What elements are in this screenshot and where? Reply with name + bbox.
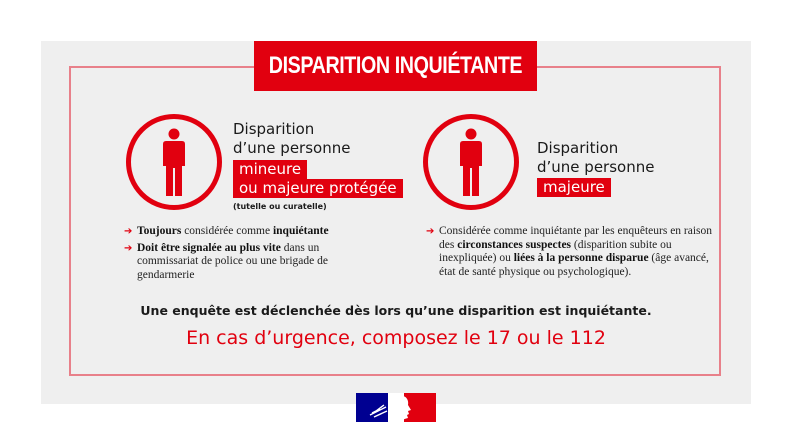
- person-icon: [163, 128, 185, 196]
- left-note: (tutelle ou curatelle): [233, 202, 327, 211]
- bullet-text: (âge avancé, état de santé physique ou p…: [439, 252, 709, 278]
- right-bullets: ➔ Considérée comme inquiétante par les e…: [426, 225, 726, 282]
- arrow-right-icon: ➔: [124, 242, 133, 254]
- bullet-bold: Doit être signalée au plus vite: [137, 241, 281, 254]
- left-heading-line2: d’une personne: [233, 139, 351, 157]
- bullet-text: considérée comme: [181, 225, 273, 237]
- right-heading-line1: Disparition: [537, 139, 619, 157]
- arrow-right-icon: ➔: [426, 226, 435, 237]
- right-circle: [423, 114, 519, 210]
- person-icon: [460, 128, 482, 196]
- bullet-bold: liées à la personne disparue: [513, 252, 649, 264]
- statement-text: Une enquête est déclenchée dès lors qu’u…: [140, 303, 652, 318]
- emergency-text: En cas d’urgence, composez le 17 ou le 1…: [186, 327, 606, 349]
- bullet-text: (disparition subite ou inexpliquée) ou: [439, 238, 672, 265]
- bullet-bold: circonstances suspectes: [457, 238, 572, 251]
- right-tag: majeure: [537, 178, 611, 197]
- marianne-flag-logo: [356, 393, 436, 422]
- left-tag: mineure ou majeure protégée: [233, 160, 403, 198]
- right-heading: Disparition d’une personne: [537, 139, 654, 177]
- bullet-text: Considérée comme inquiétante par les enq…: [439, 225, 713, 251]
- left-tag-line2: ou majeure protégée: [233, 179, 403, 198]
- page-title: DISPARITION INQUIÉTANTE: [268, 52, 523, 79]
- left-heading-line1: Disparition: [233, 120, 315, 138]
- right-bullet-1: ➔ Considérée comme inquiétante par les e…: [426, 225, 726, 279]
- left-tag-line1: mineure: [233, 160, 308, 179]
- bullet-bold: Toujours: [137, 225, 182, 237]
- bullet-text: dans un commissariat de police ou une br…: [137, 241, 328, 281]
- left-bullets: ➔ Toujours considérée comme inquiétante …: [124, 225, 354, 285]
- info-panel: [41, 41, 751, 404]
- left-bullet-2: ➔ Doit être signalée au plus vite dans u…: [124, 242, 354, 283]
- bullet-bold: inquiétante: [272, 225, 329, 237]
- right-heading-line2: d’une personne: [537, 158, 655, 176]
- left-circle: [126, 114, 222, 210]
- title-banner: DISPARITION INQUIÉTANTE: [254, 41, 537, 91]
- right-tag-label: majeure: [537, 178, 611, 197]
- left-heading: Disparition d’une personne: [233, 120, 350, 158]
- arrow-right-icon: ➔: [124, 226, 133, 237]
- left-bullet-1: ➔ Toujours considérée comme inquiétante: [124, 225, 354, 239]
